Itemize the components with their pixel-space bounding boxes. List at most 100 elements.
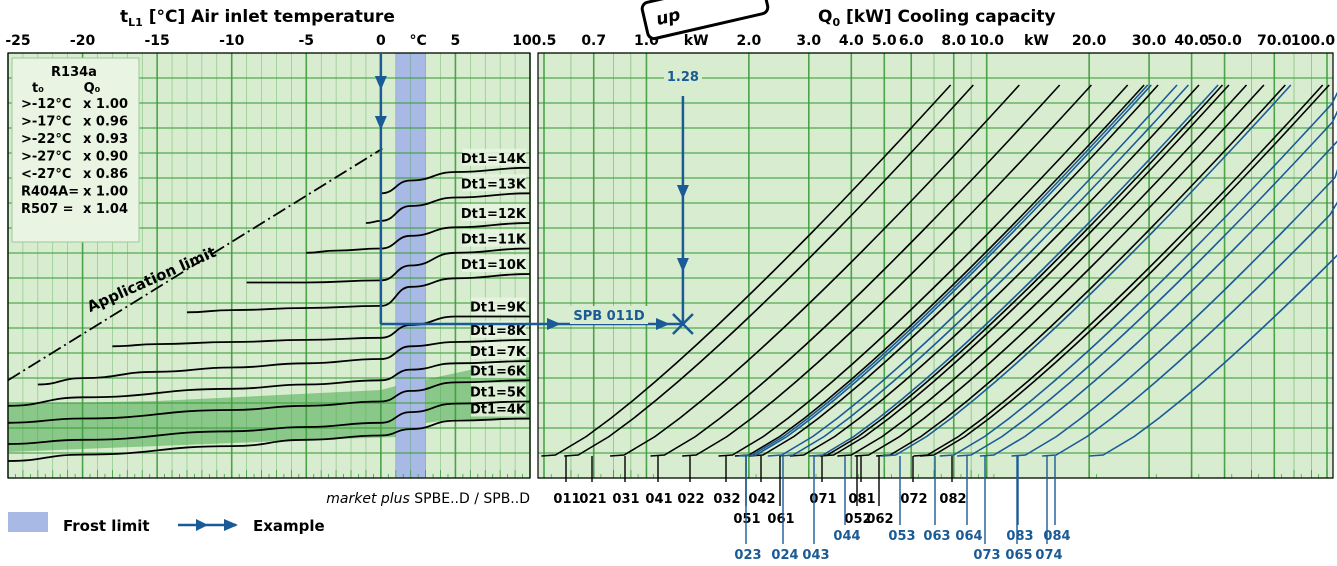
- model-label-black: 061: [767, 512, 794, 527]
- dt1-label: Dt1=13K: [461, 177, 527, 192]
- right-tick-label: 4.0: [839, 33, 864, 49]
- dt1-label: Dt1=9K: [470, 301, 527, 316]
- model-label-black: 041: [645, 492, 672, 507]
- r134a-row-temp: R507 =: [21, 202, 74, 217]
- model-label-black: 062: [866, 512, 893, 527]
- left-axis-title-text: [°C] Air inlet temperature: [143, 7, 395, 27]
- right-tick-label: 50.0: [1207, 33, 1242, 49]
- dt1-label: Dt1=12K: [461, 207, 527, 222]
- dt1-label: Dt1=6K: [470, 364, 527, 379]
- left-tick-label: -5: [299, 33, 315, 49]
- right-tick-label: kW: [684, 33, 709, 49]
- dt1-label: Dt1=8K: [470, 324, 527, 339]
- model-label-blue: 073: [973, 548, 1000, 562]
- right-tick-label: 0.7: [581, 33, 606, 49]
- model-label-black: 082: [939, 492, 966, 507]
- model-label-blue: 084: [1043, 529, 1070, 544]
- dt1-label: Dt1=10K: [461, 258, 527, 273]
- example-legend-arrow: [196, 519, 208, 531]
- r134a-row-factor: x 1.04: [83, 202, 128, 217]
- model-label-black: 072: [900, 492, 927, 507]
- r134a-row-temp: <-27°C: [21, 167, 71, 182]
- r134a-row-temp: >-17°C: [21, 115, 71, 130]
- left-panel: Dt1=4K Dt1=5K Dt1=6K Dt1=7K Dt1=8K Dt1=9K Dt1=…: [8, 53, 530, 478]
- model-label-black: 042: [748, 492, 775, 507]
- right-tick-label: 100.0: [1291, 33, 1336, 49]
- right-tick-label: 70.0: [1257, 33, 1292, 49]
- model-label-blue: 043: [802, 548, 829, 562]
- left-tick-label: 10: [512, 33, 532, 49]
- r134a-row-factor: x 0.96: [83, 115, 128, 130]
- r134a-col1: t₀: [32, 81, 44, 96]
- example-legend-arrow: [224, 519, 238, 531]
- r134a-row-factor: x 0.86: [83, 167, 128, 182]
- example-model-label: SPB 011D: [573, 309, 644, 324]
- right-tick-label: 10.0: [969, 33, 1004, 49]
- r134a-table-header: R134a: [51, 65, 97, 80]
- right-axis-title: Q0 [kW] Cooling capacity: [818, 7, 1056, 29]
- right-axis-title-var: Q: [818, 7, 832, 27]
- r134a-col2: Q₀: [84, 81, 101, 96]
- dt1-label: Dt1=7K: [470, 345, 527, 360]
- r134a-row-temp: >-22°C: [21, 132, 71, 147]
- model-label-blue: 083: [1006, 529, 1033, 544]
- left-tick-label: 5: [451, 33, 461, 49]
- right-tick-label: 30.0: [1132, 33, 1167, 49]
- right-tick-label: 20.0: [1072, 33, 1107, 49]
- model-label-black: 022: [677, 492, 704, 507]
- model-label-blue: 024: [771, 548, 798, 562]
- model-label-blue: 065: [1005, 548, 1032, 562]
- right-panel: [538, 53, 1337, 506]
- product-line-text: SPBE..D / SPB..D: [410, 491, 530, 507]
- left-axis-title-sub: L1: [128, 16, 143, 29]
- model-label-black: 051: [733, 512, 760, 527]
- example-value-label: 1.28: [667, 70, 699, 85]
- left-tick-label: -20: [70, 33, 96, 49]
- product-line-italic: market plus: [326, 491, 410, 507]
- model-label-blue: 023: [734, 548, 761, 562]
- right-tick-label: 40.0: [1174, 33, 1209, 49]
- right-axis-title-text: [kW] Cooling capacity: [840, 7, 1055, 27]
- right-tick-label: 5.0: [872, 33, 897, 49]
- r134a-row-temp: >-12°C: [21, 97, 71, 112]
- model-label-black: 031: [612, 492, 639, 507]
- r134a-row-temp: R404A=: [21, 185, 79, 200]
- left-tick-label: 0: [376, 33, 386, 49]
- model-label-black: 021: [579, 492, 606, 507]
- left-axis-title: tL1 [°C] Air inlet temperature: [120, 7, 395, 29]
- model-label-blue: 063: [923, 529, 950, 544]
- dt1-label: Dt1=14K: [461, 152, 527, 167]
- example-legend-label: Example: [253, 517, 325, 535]
- frost-limit-legend-label: Frost limit: [63, 517, 150, 535]
- left-tick-label: -10: [219, 33, 245, 49]
- right-tick-label: 6.0: [899, 33, 924, 49]
- model-label-blue: 044: [833, 529, 860, 544]
- right-tick-label: kW: [1024, 33, 1049, 49]
- dt1-label: Dt1=11K: [461, 233, 527, 248]
- model-label-black: 032: [713, 492, 740, 507]
- model-label-blue: 053: [888, 529, 915, 544]
- model-label-black: 011: [553, 492, 580, 507]
- right-panel-background: [538, 53, 1333, 478]
- right-tick-label: 3.0: [796, 33, 821, 49]
- left-tick-label: -15: [144, 33, 169, 49]
- frost-limit-swatch: [8, 512, 48, 532]
- dt1-label: Dt1=5K: [470, 386, 527, 401]
- right-tick-label: 0.5: [532, 33, 557, 49]
- right-tick-label: 8.0: [941, 33, 966, 49]
- left-tick-label: -25: [5, 33, 30, 49]
- model-label-blue: 074: [1035, 548, 1062, 562]
- r134a-row-temp: >-27°C: [21, 150, 71, 165]
- model-label-blue: 064: [955, 529, 982, 544]
- left-axis-title-var: t: [120, 7, 128, 27]
- right-tick-label: 2.0: [736, 33, 761, 49]
- product-line-label: market plus SPBE..D / SPB..D: [326, 491, 530, 507]
- left-tick-label: °C: [410, 33, 427, 49]
- dt1-label: Dt1=4K: [470, 403, 527, 418]
- model-label-black: 081: [848, 492, 875, 507]
- r134a-row-factor: x 0.93: [83, 132, 128, 147]
- r134a-row-factor: x 1.00: [83, 97, 128, 112]
- r134a-row-factor: x 1.00: [83, 185, 128, 200]
